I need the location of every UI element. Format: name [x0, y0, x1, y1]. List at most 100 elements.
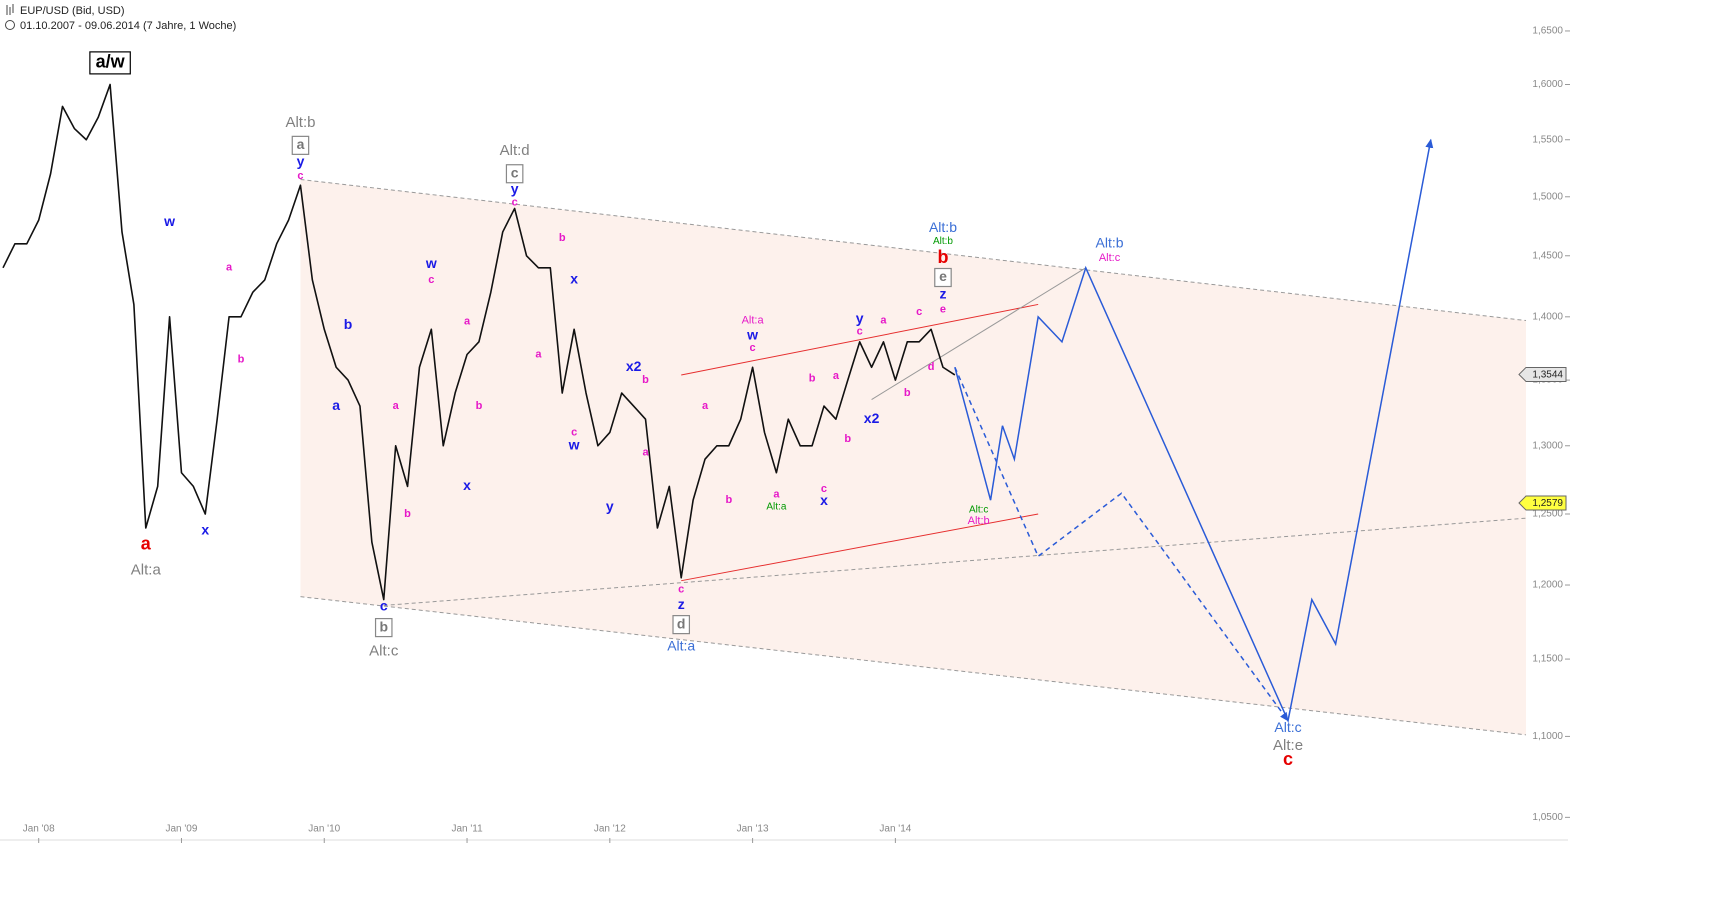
y-tick-label: 1,1500 [1532, 654, 1563, 665]
wave-label: b [379, 618, 388, 634]
wave-label: a [833, 370, 840, 382]
wave-label: Alt:c [1099, 252, 1121, 264]
wave-label: x [820, 492, 828, 508]
wave-label: b [725, 494, 732, 506]
wave-label: x [463, 477, 471, 493]
price-line [2, 83, 956, 601]
wave-label: a [702, 400, 709, 412]
wave-label: b [844, 433, 851, 445]
chart-subtitle: 01.10.2007 - 09.06.2014 (7 Jahre, 1 Woch… [20, 20, 236, 32]
wave-label-box [934, 267, 952, 288]
wave-label: c [916, 306, 922, 318]
projection-line [954, 366, 1289, 722]
price-tag [1518, 366, 1567, 382]
wave-label-box [374, 617, 393, 638]
y-tick-label: 1,6000 [1532, 79, 1563, 90]
wave-label: b [809, 373, 816, 385]
y-tick-label: 1,4500 [1532, 250, 1563, 261]
wave-label: a [535, 348, 542, 360]
x-tick-label: Jan '11 [451, 824, 483, 835]
wave-label: b [937, 247, 948, 267]
wave-label: a [773, 489, 780, 501]
wave-label: a [464, 316, 471, 328]
y-tick-label: 1,2000 [1532, 580, 1563, 591]
wave-label: y [856, 310, 864, 326]
wave-label: Alt:d [500, 142, 530, 159]
wave-label: d [677, 615, 686, 631]
x-tick-label: Jan '10 [308, 824, 340, 835]
wave-label-box [672, 615, 691, 635]
trend-line [300, 178, 1527, 322]
wave-label-box [291, 135, 310, 155]
y-tick-label: 1,5500 [1532, 134, 1563, 145]
wave-label: c [1283, 749, 1293, 769]
y-tick-label: 1,2500 [1532, 509, 1563, 520]
wave-label: w [746, 326, 758, 342]
wave-label: Alt:b [933, 236, 953, 247]
wave-label: c [512, 197, 518, 209]
wave-label: Alt:b [929, 219, 957, 235]
wave-label-box [89, 51, 131, 75]
projection-line [954, 138, 1434, 724]
wave-label: Alt:a [131, 562, 162, 579]
wave-label: x2 [626, 358, 642, 374]
wave-label: w [163, 213, 175, 229]
chart-icon [6, 4, 14, 15]
wave-label-box [505, 164, 524, 184]
label-layer: 1,0500 1,1000 1,1500 1,2000 1,2500 1,3000 1,35… [23, 26, 1567, 835]
channel-area [300, 179, 1526, 735]
background-layer [0, 30, 1570, 843]
wave-label: c [821, 483, 827, 495]
wave-label: Alt:c [369, 642, 399, 659]
price-tag-label: 1,3544 [1532, 370, 1563, 381]
wave-label: y [511, 181, 519, 197]
wave-label: b [642, 374, 649, 386]
clock-icon [5, 20, 15, 30]
wave-label: b [559, 232, 566, 244]
wave-label: y [297, 153, 305, 169]
trend-line [871, 267, 1087, 400]
wave-label: c [678, 583, 684, 595]
price-tag-label: 1,2579 [1532, 498, 1563, 509]
wave-label: a [141, 534, 152, 554]
wave-label: Alt:a [742, 314, 765, 326]
wave-label: y [606, 498, 614, 514]
wave-label: x [570, 271, 578, 287]
trend-line [300, 596, 1527, 736]
wave-label: a [642, 446, 649, 458]
wave-label: b [404, 508, 411, 520]
wave-label: Alt:a [667, 638, 695, 654]
wave-label: z [939, 285, 946, 301]
x-tick-label: Jan '13 [737, 824, 769, 835]
wave-label: Alt:c [1274, 719, 1301, 735]
wave-label: b [904, 387, 911, 399]
wave-label: a [880, 314, 887, 326]
wave-label: x2 [864, 410, 880, 426]
wave-label: c [511, 164, 519, 180]
wave-label: w [425, 255, 437, 271]
x-tick-label: Jan '12 [594, 824, 626, 835]
trend-line [681, 513, 1039, 582]
wave-label: d [928, 361, 935, 373]
wave-label: a [332, 397, 340, 413]
wave-label: b [344, 316, 353, 332]
wave-label: a [393, 400, 400, 412]
chart-title: EUP/USD (Bid, USD) [20, 5, 125, 17]
y-tick-label: 1,4000 [1532, 311, 1563, 322]
wave-label: c [380, 598, 388, 614]
wave-label: Alt:b [285, 114, 315, 131]
wave-label: z [678, 596, 685, 612]
trend-line [681, 303, 1039, 376]
wave-label: a/w [96, 52, 126, 72]
x-tick-label: Jan '14 [879, 824, 911, 835]
wave-label: c [857, 326, 863, 338]
wave-label: b [476, 400, 483, 412]
wave-label: Alt:a [766, 502, 786, 513]
x-tick-label: Jan '08 [23, 824, 55, 835]
wave-label: b [238, 354, 245, 366]
price-tag [1518, 495, 1567, 511]
wave-label: Alt:b [968, 515, 990, 527]
wave-label: a [297, 136, 305, 152]
